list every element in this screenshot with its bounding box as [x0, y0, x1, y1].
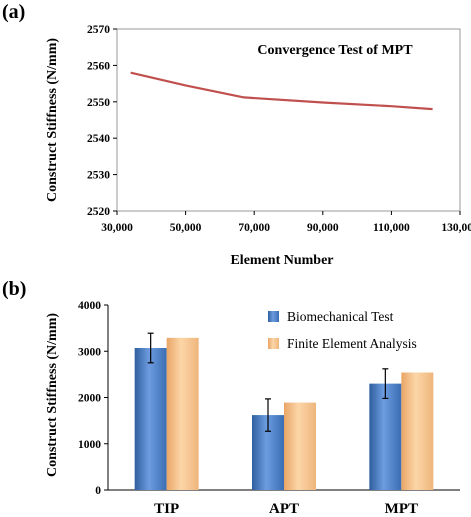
- x-tick-label: 130,000: [441, 222, 471, 234]
- x-tick-label: 70,000: [238, 222, 270, 234]
- y-tick-label: 2550: [87, 97, 110, 109]
- panel-a-x-ticks: 30,000 50,000 70,000 90,000 110,000 130,000: [101, 211, 471, 234]
- panel-b-y-ticks: 0 1000 2000 3000 4000: [78, 300, 108, 497]
- y-tick-label: 2570: [87, 24, 110, 36]
- series-line-0: [130, 71, 433, 111]
- panel-a: (a) Construct Stiffness (N/mm) Element N…: [2, 1, 471, 268]
- y-tick-label: 1000: [78, 439, 101, 451]
- category-label: APT: [269, 501, 299, 517]
- panel-b-error-bars: [147, 332, 389, 432]
- y-tick-label: 4000: [78, 300, 101, 312]
- legend-swatch-0: [268, 311, 279, 322]
- panel-a-chart-title: Convergence Test of MPT: [257, 43, 413, 58]
- panel-a-plot-frame: [116, 28, 461, 212]
- panel-a-x-axis-title: Element Number: [230, 253, 333, 268]
- x-tick-label: 50,000: [170, 222, 202, 234]
- y-tick-label: 2560: [87, 60, 110, 72]
- legend-swatch-1: [268, 338, 279, 349]
- panel-a-y-ticks: 2520 2530 2540 2550 2560 2570: [87, 24, 117, 218]
- bar-tip-0: [134, 348, 167, 490]
- y-tick-label: 2540: [87, 133, 110, 145]
- category-label: TIP: [154, 501, 179, 517]
- y-tick-label: 3000: [78, 346, 101, 358]
- y-tick-label: 2530: [87, 170, 110, 182]
- y-tick-label: 0: [95, 485, 101, 497]
- panel-a-series: [130, 71, 433, 111]
- bar-apt-1: [284, 402, 316, 490]
- bar-mpt-0: [369, 383, 402, 490]
- y-tick-label: 2000: [78, 393, 101, 405]
- panel-a-label: (a): [2, 1, 25, 23]
- bar-tip-1: [166, 337, 199, 490]
- x-tick-label: 30,000: [101, 222, 133, 234]
- x-tick-label: 110,000: [373, 222, 410, 234]
- y-tick-label: 2520: [87, 206, 110, 218]
- category-label: MPT: [385, 501, 418, 517]
- panel-b: (b) Construct Stiffness (N/mm) 0 1000 2000…: [2, 278, 460, 517]
- x-tick-label: 90,000: [307, 222, 339, 234]
- panel-b-legend: Biomechanical Test Finite Element Analysi…: [268, 309, 417, 351]
- panel-b-y-axis-title: Construct Stiffness (N/mm): [45, 313, 60, 477]
- panel-a-y-axis-title: Construct Stiffness (N/mm): [45, 38, 60, 202]
- legend-label-0: Biomechanical Test: [287, 309, 394, 324]
- bar-mpt-1: [401, 372, 434, 490]
- legend-label-1: Finite Element Analysis: [287, 336, 417, 351]
- panel-b-category-ticks: TIP APT MPT: [154, 501, 418, 517]
- panel-b-bars: [134, 337, 434, 490]
- panel-b-label: (b): [2, 278, 26, 300]
